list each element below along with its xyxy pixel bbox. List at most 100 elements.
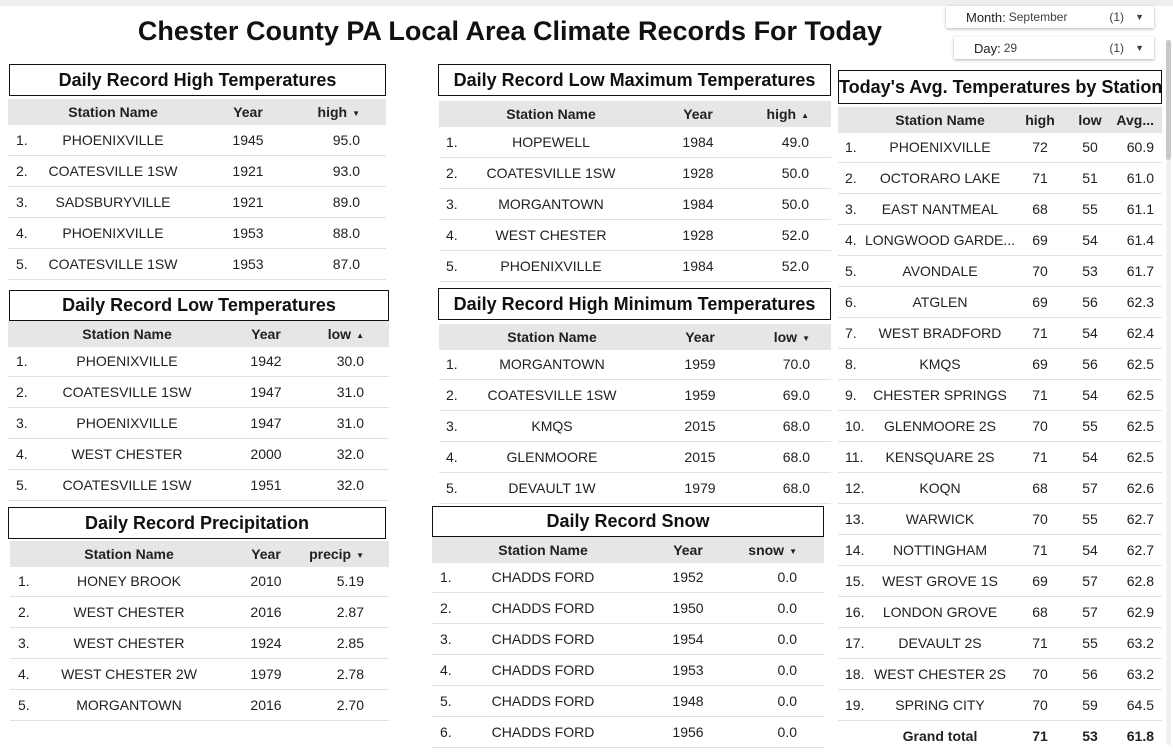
row-rank: 10. [845, 418, 865, 434]
column-header-station-name[interactable]: Station Name [82, 321, 171, 347]
table-row[interactable]: 9. CHESTER SPRINGS 71 54 62.5 [838, 380, 1162, 411]
column-header-low[interactable]: low ▲ [328, 321, 364, 349]
value-cell: 56 [1082, 356, 1098, 372]
table-row[interactable]: 12. KOQN 68 57 62.6 [838, 473, 1162, 504]
table-row[interactable]: 16. LONDON GROVE 68 57 62.9 [838, 597, 1162, 628]
table-row[interactable]: 4. WEST CHESTER 2W 1979 2.78 [10, 659, 389, 690]
table-row[interactable]: 6. ATGLEN 69 56 62.3 [838, 287, 1162, 318]
table-row[interactable]: 13. WARWICK 70 55 62.7 [838, 504, 1162, 535]
value-cell: 1984 [682, 134, 714, 150]
table-row[interactable]: 1. HONEY BROOK 2010 5.19 [10, 566, 389, 597]
table-row[interactable]: 1. PHOENIXVILLE 72 50 60.9 [838, 132, 1162, 163]
value-cell: 53 [1082, 728, 1098, 744]
column-header-avg[interactable]: Avg... [1116, 107, 1154, 133]
column-header-year[interactable]: Year [683, 101, 713, 127]
value-cell: 51 [1082, 170, 1098, 186]
table-row[interactable]: 5. DEVAULT 1W 1979 68.0 [439, 473, 831, 504]
table-row[interactable]: 5. COATESVILLE 1SW 1951 32.0 [8, 470, 389, 501]
column-header-station-name[interactable]: Station Name [507, 324, 596, 350]
value-cell: 68 [1032, 201, 1048, 217]
value-cell: 54 [1082, 387, 1098, 403]
column-header-station-name[interactable]: Station Name [498, 537, 587, 563]
table-row[interactable]: 14. NOTTINGHAM 71 54 62.7 [838, 535, 1162, 566]
sort-descending-icon[interactable]: ▼ [352, 109, 360, 118]
grand-total-row[interactable]: Grand total 71 53 61.8 [838, 721, 1162, 752]
table-row[interactable]: 2. OCTORARO LAKE 71 51 61.0 [838, 163, 1162, 194]
column-header-snow[interactable]: snow ▼ [748, 537, 797, 565]
table-row[interactable]: 3. MORGANTOWN 1984 50.0 [439, 189, 831, 220]
month-filter[interactable]: Month: September (1) ▼ [946, 6, 1154, 28]
table-row[interactable]: 2. COATESVILLE 1SW 1921 93.0 [8, 156, 386, 187]
table-row[interactable]: 1. PHOENIXVILLE 1945 95.0 [8, 125, 386, 156]
table-row[interactable]: 4. GLENMOORE 2015 68.0 [439, 442, 831, 473]
table-row[interactable]: 10. GLENMOORE 2S 70 55 62.5 [838, 411, 1162, 442]
table-row[interactable]: 2. COATESVILLE 1SW 1928 50.0 [439, 158, 831, 189]
value-cell: 56 [1082, 294, 1098, 310]
table-row[interactable]: 18. WEST CHESTER 2S 70 56 63.2 [838, 659, 1162, 690]
day-filter[interactable]: Day: 29 (1) ▼ [954, 37, 1154, 59]
table-row[interactable]: 3. WEST CHESTER 1924 2.85 [10, 628, 389, 659]
table-row[interactable]: 4. PHOENIXVILLE 1953 88.0 [8, 218, 386, 249]
table-row[interactable]: 5. AVONDALE 70 53 61.7 [838, 256, 1162, 287]
sort-descending-icon[interactable]: ▼ [802, 334, 810, 343]
table-row[interactable]: 19. SPRING CITY 70 59 64.5 [838, 690, 1162, 721]
column-header-high[interactable]: high ▼ [318, 99, 360, 127]
table-row[interactable]: 1. CHADDS FORD 1952 0.0 [432, 562, 824, 593]
table-row[interactable]: 2. COATESVILLE 1SW 1959 69.0 [439, 380, 831, 411]
table-row[interactable]: 11. KENSQUARE 2S 71 54 62.5 [838, 442, 1162, 473]
table-row[interactable]: 4. WEST CHESTER 2000 32.0 [8, 439, 389, 470]
value-cell: 0.0 [777, 631, 797, 647]
value-cell: 62.8 [1126, 573, 1154, 589]
column-header-station-name[interactable]: Station Name [84, 541, 173, 567]
table-row[interactable]: 2. COATESVILLE 1SW 1947 31.0 [8, 377, 389, 408]
table-row[interactable]: 3. CHADDS FORD 1954 0.0 [432, 624, 824, 655]
table-row[interactable]: 5. PHOENIXVILLE 1984 52.0 [439, 251, 831, 282]
page-scrollbar[interactable] [1166, 40, 1171, 745]
table-row[interactable]: 4. WEST CHESTER 1928 52.0 [439, 220, 831, 251]
column-header-station-name[interactable]: Station Name [506, 101, 595, 127]
column-header-station-name[interactable]: Station Name [895, 107, 984, 133]
column-header-label: Station Name [498, 542, 588, 558]
daily-record-precip-header-row: Station Name Year precip ▼ [10, 541, 389, 567]
column-header-year[interactable]: Year [251, 541, 281, 567]
sort-ascending-icon[interactable]: ▲ [356, 331, 364, 340]
table-row[interactable]: 2. CHADDS FORD 1950 0.0 [432, 593, 824, 624]
column-header-label: Year [685, 329, 715, 345]
table-row[interactable]: 3. EAST NANTMEAL 68 55 61.1 [838, 194, 1162, 225]
column-header-year[interactable]: Year [673, 537, 703, 563]
column-header-year[interactable]: Year [233, 99, 263, 125]
column-header-low[interactable]: low [1078, 107, 1101, 133]
sort-descending-icon[interactable]: ▼ [789, 547, 797, 556]
table-row[interactable]: 4. LONGWOOD GARDE... 69 54 61.4 [838, 225, 1162, 256]
value-cell: 0.0 [777, 600, 797, 616]
column-header-precip[interactable]: precip ▼ [309, 541, 364, 569]
column-header-high[interactable]: high ▲ [767, 101, 809, 129]
sort-descending-icon[interactable]: ▼ [356, 551, 364, 560]
table-row[interactable]: 5. CHADDS FORD 1948 0.0 [432, 686, 824, 717]
table-row[interactable]: 1. PHOENIXVILLE 1942 30.0 [8, 346, 389, 377]
station-name-cell: LONGWOOD GARDE... [864, 232, 1016, 248]
column-header-station-name[interactable]: Station Name [68, 99, 157, 125]
value-cell: 72 [1032, 139, 1048, 155]
table-row[interactable]: 17. DEVAULT 2S 71 55 63.2 [838, 628, 1162, 659]
column-header-year[interactable]: Year [251, 321, 281, 347]
page-title: Chester County PA Local Area Climate Rec… [137, 16, 883, 46]
table-row[interactable]: 5. COATESVILLE 1SW 1953 87.0 [8, 249, 386, 280]
table-row[interactable]: 6. CHADDS FORD 1956 0.0 [432, 717, 824, 748]
table-row[interactable]: 3. KMQS 2015 68.0 [439, 411, 831, 442]
table-row[interactable]: 3. SADSBURYVILLE 1921 89.0 [8, 187, 386, 218]
column-header-low[interactable]: low ▼ [774, 324, 810, 352]
sort-ascending-icon[interactable]: ▲ [801, 111, 809, 120]
table-row[interactable]: 7. WEST BRADFORD 71 54 62.4 [838, 318, 1162, 349]
table-row[interactable]: 2. WEST CHESTER 2016 2.87 [10, 597, 389, 628]
table-row[interactable]: 3. PHOENIXVILLE 1947 31.0 [8, 408, 389, 439]
table-row[interactable]: 8. KMQS 69 56 62.5 [838, 349, 1162, 380]
column-header-high[interactable]: high [1025, 107, 1055, 133]
table-row[interactable]: 15. WEST GROVE 1S 69 57 62.8 [838, 566, 1162, 597]
table-row[interactable]: 1. MORGANTOWN 1959 70.0 [439, 349, 831, 380]
column-header-year[interactable]: Year [685, 324, 715, 350]
table-row[interactable]: 5. MORGANTOWN 2016 2.70 [10, 690, 389, 721]
table-row[interactable]: 4. CHADDS FORD 1953 0.0 [432, 655, 824, 686]
table-row[interactable]: 1. HOPEWELL 1984 49.0 [439, 127, 831, 158]
scrollbar-thumb[interactable] [1166, 40, 1171, 160]
